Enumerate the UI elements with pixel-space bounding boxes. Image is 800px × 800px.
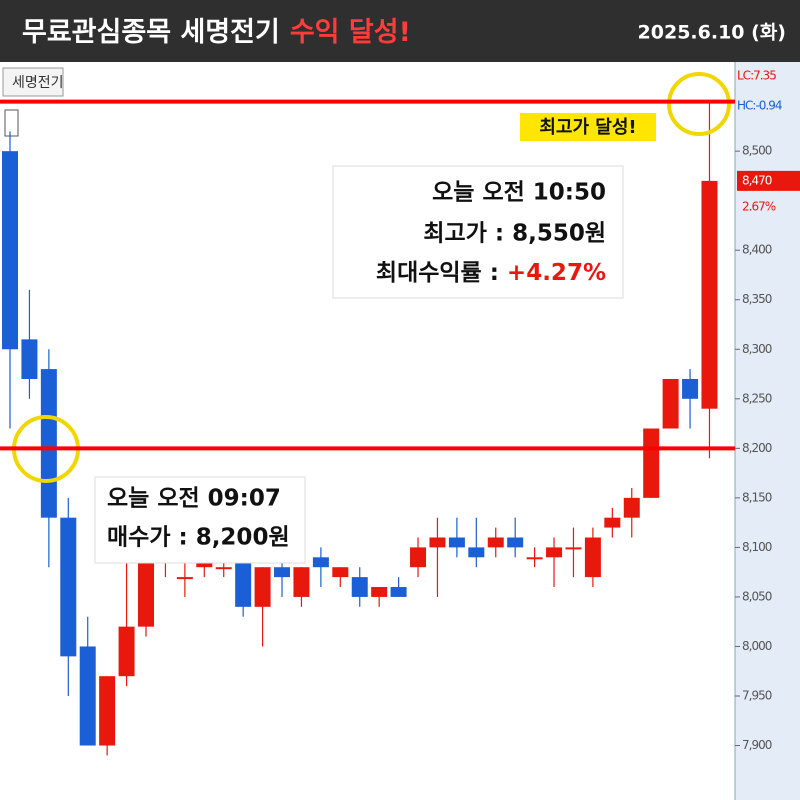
candle-body [215,567,232,570]
y-tick-label: 8,300 [742,342,772,356]
candle-body [701,180,718,409]
badge-bg [520,113,656,141]
y-tick-label: 8,150 [742,490,772,504]
return-label: 최대수익률 : [376,260,507,286]
y-tick-label: 7,950 [742,688,772,702]
annotation-time: 오늘 오전 09:07 [107,486,281,512]
annotation-time: 오늘 오전 10:50 [432,180,606,206]
stock-label-box [2,67,64,97]
price-tag-label: 8,470 [742,173,772,187]
badge: 최고가 달성! [539,117,636,138]
price-tag [737,170,800,191]
candle-body [410,547,427,568]
y-tick-label: 8,000 [742,639,772,653]
candle-body [2,151,18,350]
annotation-box [94,476,306,564]
candle-body [79,646,96,746]
icon [4,109,19,137]
candle-body [468,547,485,558]
candle-body [604,517,621,528]
candle-body [176,577,193,580]
candle-body [565,547,582,550]
candle-body [682,378,699,399]
annotation-price: 매수가 : 8,200원 [107,525,290,551]
candle-body [274,567,291,578]
candle-body [487,537,504,548]
y-tick-label: 8,400 [742,243,772,257]
annotation-box [332,165,624,299]
candle-body [351,577,368,597]
axis-note: LC:7.35 [737,69,776,83]
candle-body [332,567,349,578]
candle-body [371,587,388,597]
y-tick-label: 8,200 [742,441,772,455]
price-change: 2.67% [742,199,776,213]
axis-note: HC:-0.94 [737,99,782,113]
candle-body [526,557,543,560]
header-title: 무료관심종목 세명전기 수익 달성! [22,17,411,48]
y-tick-label: 8,350 [742,292,772,306]
candle-body [643,428,660,498]
y-tick-label: 7,900 [742,738,772,752]
candle-body [448,537,465,548]
candle-body [429,537,446,548]
header-bar [0,0,800,62]
candle-body [293,567,310,597]
candle-body [99,676,116,746]
candle-body [390,587,407,597]
candle-body [584,537,601,578]
candle-body [546,547,563,558]
header-date: 2025.6.10 (화) [638,22,786,44]
annotation-return: 최대수익률 : +4.27% [376,260,606,286]
return-value: +4.27% [507,260,606,286]
y-tick-label: 8,050 [742,589,772,603]
candle-body [507,537,524,548]
title-main: 무료관심종목 세명전기 [22,17,280,48]
annotation-price: 최고가 : 8,550원 [423,221,606,247]
candle-body [662,378,679,429]
candle-body [60,517,77,657]
y-tick-label: 8,100 [742,540,772,554]
candle-body [40,369,57,518]
high-circle [667,72,731,136]
stock-label: 세명전기 [12,75,64,91]
y-tick-label: 8,500 [742,144,772,158]
candle-body [138,547,155,627]
title-highlight: 수익 달성! [290,17,411,48]
y-tick-label: 8,250 [742,391,772,405]
candle-body [312,557,329,568]
candle-body [118,626,135,677]
candle-body [21,339,38,379]
candle-body [623,497,640,518]
candle-body [254,567,271,607]
